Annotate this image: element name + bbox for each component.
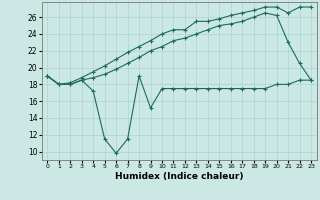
X-axis label: Humidex (Indice chaleur): Humidex (Indice chaleur) — [115, 172, 244, 181]
